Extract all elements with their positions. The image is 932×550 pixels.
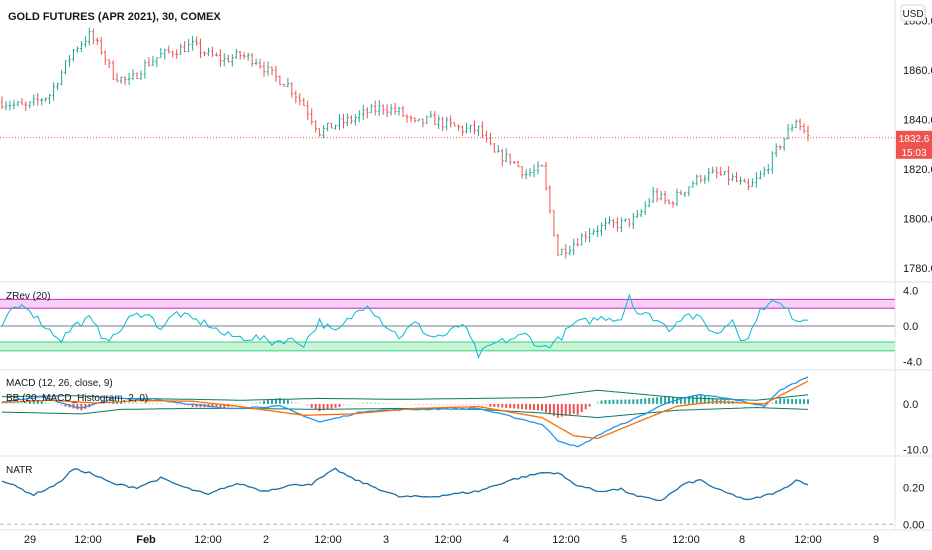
macd-title: MACD (12, 26, close, 9)	[6, 378, 113, 389]
time-tick-13: 12:00	[794, 534, 822, 546]
bb-title: BB (20, MACD_Histogram, 2, 0)	[6, 393, 148, 404]
natr-axis-ticks: 0.20 0.00	[903, 483, 924, 532]
time-tick-12: 8	[739, 534, 745, 546]
macd-axis-ticks: 0.0 -10.0	[903, 399, 928, 457]
macd-tick-0: 0.0	[903, 399, 918, 411]
time-tick-3: 12:00	[194, 534, 222, 546]
time-tick-10: 5	[621, 534, 627, 546]
price-tick-1: 1860.0	[903, 65, 932, 77]
time-tick-8: 4	[503, 534, 509, 546]
time-tick-11: 12:00	[672, 534, 700, 546]
time-axis[interactable]: 29 12:00 Feb 12:00 2 12:00 3 12:00 4 12:00 5 12:00 8…	[24, 534, 879, 546]
time-tick-5: 12:00	[314, 534, 342, 546]
candlestick-series	[0, 27, 810, 259]
price-tick-4: 1800.0	[903, 214, 932, 226]
zrev-tick-2: -4.0	[903, 357, 922, 369]
natr-title: NATR	[6, 465, 32, 476]
zrev-pane[interactable]: 4.0 0.0 -4.0 ZRev (20)	[0, 285, 922, 369]
zrev-tick-0: 4.0	[903, 285, 918, 297]
natr-line	[1, 467, 809, 502]
time-tick-2: Feb	[136, 534, 156, 546]
natr-tick-0: 0.20	[903, 483, 924, 495]
time-tick-14: 9	[873, 534, 879, 546]
currency-label: USD	[902, 9, 923, 20]
natr-tick-1: 0.00	[903, 519, 924, 531]
countdown-value: 15:03	[901, 148, 926, 159]
zrev-band	[0, 299, 895, 309]
price-tick-5: 1780.0	[903, 263, 932, 275]
natr-pane[interactable]: 0.20 0.00 NATR	[0, 465, 924, 531]
last-price-value: 1832.6	[899, 134, 930, 145]
price-pane[interactable]: 1880.01860.01840.01820.01800.01780.0 GOL…	[0, 4, 932, 275]
chart-title: GOLD FUTURES (APR 2021), 30, COMEX	[8, 11, 221, 23]
zrev-tick-1: 0.0	[903, 321, 918, 333]
last-price-tag: 1832.6 15:03	[896, 130, 932, 159]
time-tick-6: 3	[383, 534, 389, 546]
bb-upper-line	[2, 389, 809, 401]
time-tick-0: 29	[24, 534, 36, 546]
zrev-axis-ticks: 4.0 0.0 -4.0	[903, 285, 922, 368]
time-tick-7: 12:00	[434, 534, 462, 546]
zrev-title: ZRev (20)	[6, 291, 50, 302]
macd-pane[interactable]: 0.0 -10.0 MACD (12, 26, close, 9) BB (20,…	[1, 376, 928, 457]
signal-line	[1, 380, 809, 440]
macd-tick-1: -10.0	[903, 444, 928, 456]
price-tick-2: 1840.0	[903, 115, 932, 127]
time-tick-9: 12:00	[552, 534, 580, 546]
time-tick-4: 2	[263, 534, 269, 546]
zrev-bands	[0, 298, 895, 352]
zrev-line	[1, 293, 809, 359]
price-tick-3: 1820.0	[903, 164, 932, 176]
time-tick-1: 12:00	[74, 534, 102, 546]
zrev-band	[0, 342, 895, 351]
currency-button[interactable]: USD	[900, 4, 926, 22]
